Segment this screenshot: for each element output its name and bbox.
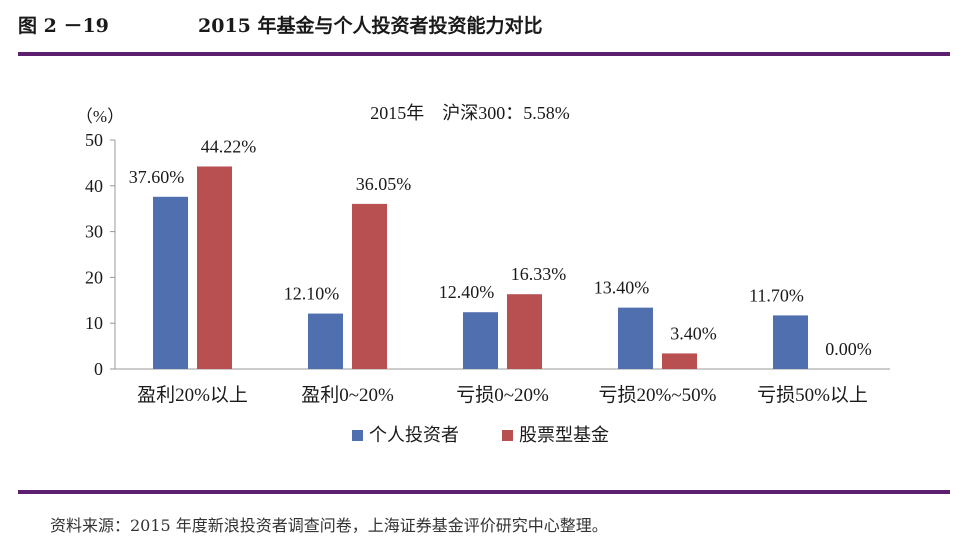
y-tick-label: 0: [94, 359, 103, 379]
data-label: 12.10%: [284, 284, 340, 304]
data-label: 16.33%: [511, 264, 567, 284]
y-axis-label: （%）: [76, 107, 124, 126]
x-tick-label: 亏损20%~50%: [599, 384, 717, 406]
legend-label: 个人投资者: [369, 425, 459, 445]
bar-fund: [352, 203, 387, 369]
bar-individual: [463, 312, 498, 369]
data-label: 44.22%: [201, 136, 257, 156]
bar-individual: [773, 315, 808, 369]
figure-title: 2015 年基金与个人投资者投资能力对比: [198, 14, 543, 37]
bottom-divider: [18, 490, 950, 494]
chart-title: 2015年 沪深300：5.58%: [370, 103, 570, 123]
legend-label: 股票型基金: [519, 425, 609, 445]
bar-individual: [153, 196, 188, 369]
x-tick-label: 盈利0~20%: [301, 384, 394, 406]
data-label: 36.05%: [356, 174, 412, 194]
y-tick-label: 20: [85, 267, 103, 287]
legend-swatch: [502, 430, 513, 441]
top-divider: [18, 52, 950, 56]
data-label: 37.60%: [129, 167, 185, 187]
x-tick-label: 盈利20%以上: [137, 384, 248, 406]
x-tick-label: 亏损0~20%: [456, 384, 549, 406]
y-tick-label: 40: [85, 176, 103, 196]
bar-fund: [662, 353, 697, 369]
data-label: 3.40%: [670, 323, 717, 343]
bar-fund: [507, 294, 542, 369]
y-tick-label: 10: [85, 313, 103, 333]
legend-swatch: [352, 430, 363, 441]
source-note: 资料来源：2015 年度新浪投资者调查问卷，上海证券基金评价研究中心整理。: [50, 516, 608, 535]
y-tick-label: 50: [85, 130, 103, 150]
data-label: 12.40%: [439, 282, 495, 302]
figure-header: 图 2 －19 2015 年基金与个人投资者投资能力对比: [18, 6, 958, 42]
y-tick-label: 30: [85, 222, 103, 242]
bar-individual: [618, 307, 653, 369]
data-label: 11.70%: [749, 285, 804, 305]
data-label: 13.40%: [594, 278, 650, 298]
bar-fund: [197, 166, 232, 369]
figure-number: 图 2 －19: [18, 14, 109, 37]
x-tick-label: 亏损50%以上: [757, 384, 868, 406]
bar-individual: [308, 313, 343, 369]
data-label: 0.00%: [825, 339, 872, 359]
